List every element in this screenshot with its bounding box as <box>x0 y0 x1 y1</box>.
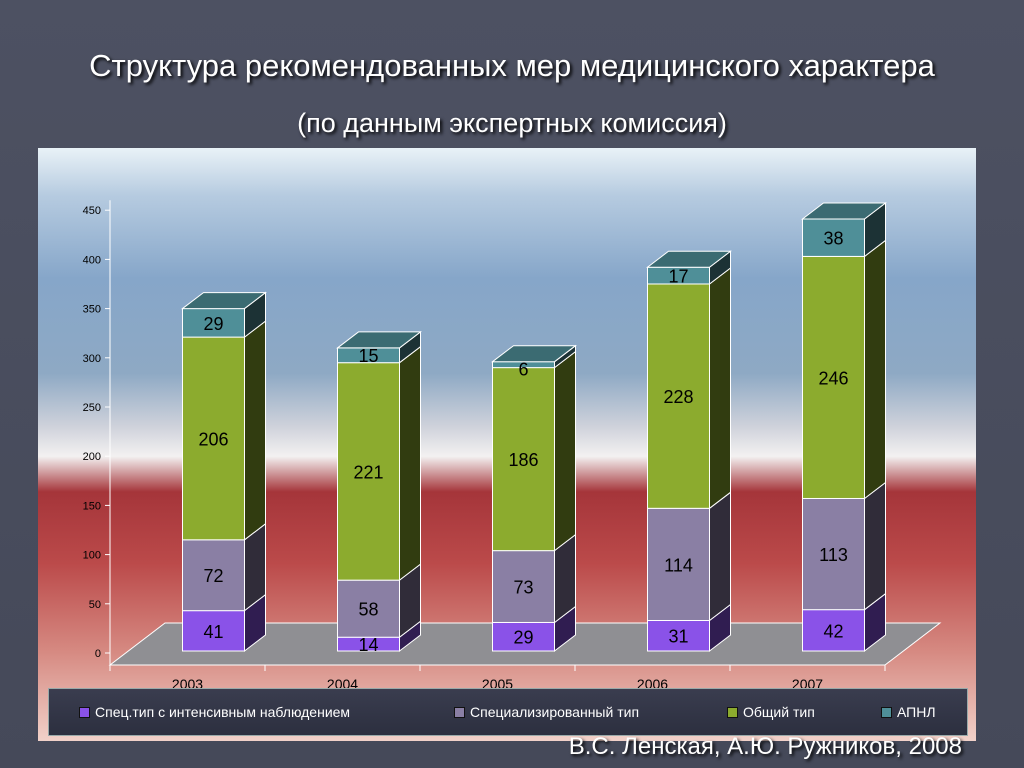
legend-swatch-series-1 <box>454 706 465 718</box>
bar-side-2006-series-2 <box>709 266 731 510</box>
y-tick-label-4: 200 <box>83 451 101 463</box>
legend-item-series-0: Спец.тип с интенсивным наблюдением <box>79 704 350 720</box>
y-tick-label-5: 250 <box>83 402 101 414</box>
bar-2004-series-1 <box>337 579 400 638</box>
chart-area: 0 50 100 150 200 250 300 350 400 450 41 72 206 29 2003… <box>38 148 976 741</box>
data-label-2003-series-3: 29 <box>203 314 223 334</box>
data-label-2004-series-0: 14 <box>358 635 378 655</box>
slide-subtitle: (по данным экспертных комиссия) <box>297 108 727 138</box>
bar-2004-series-2 <box>337 362 400 581</box>
data-label-2007-series-1: 113 <box>819 545 848 565</box>
data-label-2004-series-1: 58 <box>358 600 378 620</box>
data-label-2004-series-2: 221 <box>353 462 383 482</box>
legend-label-series-1: Специализированный тип <box>470 704 640 720</box>
stacked-bar-chart: 0 50 100 150 200 250 300 350 400 450 41 72 206 29 2003… <box>83 200 942 688</box>
x-category-label-2003: 2003 <box>172 676 203 688</box>
data-label-2006-series-0: 31 <box>668 627 688 647</box>
data-label-2003-series-2: 206 <box>198 429 228 449</box>
legend-item-series-3: АПНЛ <box>881 704 936 720</box>
legend-label-series-0: Спец.тип с интенсивным наблюдением <box>95 704 351 720</box>
legend-swatch-series-2 <box>727 706 738 718</box>
x-category-label-2006: 2006 <box>637 676 668 688</box>
data-label-2007-series-3: 38 <box>823 229 843 249</box>
legend-item-series-2: Общий тип <box>727 704 815 720</box>
data-label-2003-series-1: 72 <box>203 566 223 586</box>
y-tick-label-1: 50 <box>89 599 101 611</box>
bar-2003-series-3 <box>182 308 245 338</box>
x-category-label-2005: 2005 <box>482 676 513 688</box>
data-label-2005-series-0: 29 <box>513 628 533 648</box>
bar-2006-series-0 <box>647 619 710 652</box>
bar-top-2003 <box>181 292 267 310</box>
data-label-2003-series-0: 41 <box>203 622 223 642</box>
y-tick-label-3: 150 <box>83 500 101 512</box>
data-label-2006-series-1: 114 <box>664 555 693 575</box>
y-tick-label-2: 100 <box>83 550 101 562</box>
bar-2003-series-2 <box>182 336 245 541</box>
bar-top-2007 <box>801 202 887 220</box>
x-category-label-2007: 2007 <box>792 676 823 688</box>
bar-2007-series-0 <box>802 609 865 652</box>
bar-side-2003-series-2 <box>244 320 266 541</box>
bar-2007-series-1 <box>802 497 865 611</box>
data-label-2007-series-2: 246 <box>818 368 848 388</box>
y-tick-label-8: 400 <box>83 254 101 266</box>
legend-label-series-2: Общий тип <box>743 704 815 720</box>
bar-2005-series-2 <box>492 367 555 552</box>
data-label-2005-series-2: 186 <box>508 450 538 470</box>
bar-2007-series-3 <box>802 218 865 257</box>
bar-2006-series-1 <box>647 507 710 621</box>
chart-legend: Спец.тип с интенсивным наблюдением Специ… <box>48 688 968 736</box>
y-tick-label-6: 300 <box>83 353 101 365</box>
data-label-2005-series-1: 73 <box>513 578 533 598</box>
data-label-2006-series-3: 17 <box>668 267 688 287</box>
bar-side-2006-series-1 <box>709 491 731 622</box>
data-label-2006-series-2: 228 <box>663 387 693 407</box>
slide-title: Структура рекомендованных мер медицинско… <box>89 48 935 83</box>
bar-side-2005-series-2 <box>554 350 576 552</box>
bar-side-2007-series-1 <box>864 481 886 611</box>
legend-label-series-3: АПНЛ <box>897 704 936 720</box>
data-label-2004-series-3: 15 <box>358 346 378 366</box>
y-tick-label-0: 0 <box>95 648 101 660</box>
bar-top-2006 <box>646 250 732 268</box>
legend-swatch-series-3 <box>881 706 892 718</box>
x-category-label-2004: 2004 <box>327 676 358 688</box>
bar-side-2004-series-2 <box>399 345 421 582</box>
y-tick-label-7: 350 <box>83 304 101 316</box>
bar-top-2005 <box>491 345 577 363</box>
slide-footer-authors: В.С. Ленская, А.Ю. Ружников, 2008 <box>568 733 962 760</box>
legend-swatch-series-0 <box>79 706 90 718</box>
bar-side-2007-series-2 <box>864 239 886 500</box>
data-label-2007-series-0: 42 <box>823 621 843 641</box>
y-tick-label-9: 450 <box>83 205 101 217</box>
data-label-2005-series-3: 6 <box>518 360 528 380</box>
bar-top-2004 <box>336 331 422 349</box>
legend-item-series-1: Специализированный тип <box>454 704 639 720</box>
bar-2005-series-1 <box>492 550 555 623</box>
